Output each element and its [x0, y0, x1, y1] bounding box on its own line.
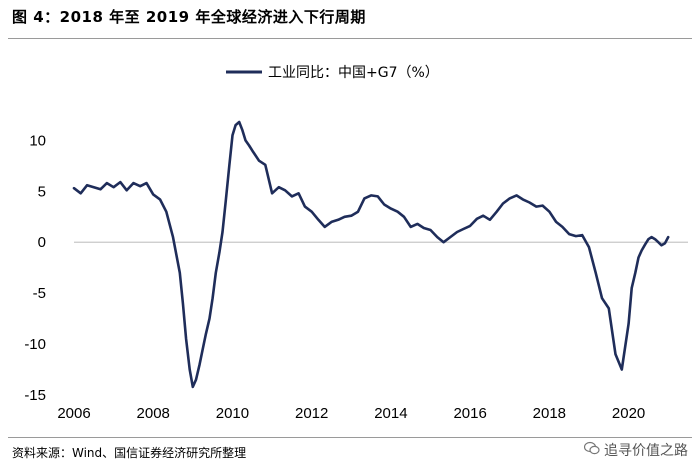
x-tick-label: 2018 — [533, 405, 566, 422]
x-tick-label: 2014 — [374, 405, 407, 422]
footer-divider — [8, 437, 692, 438]
legend: 工业同比：中国+G7（%） — [226, 65, 439, 81]
axes: 10 5 0 -5 -10 -15 2006 2008 2010 2012 2014 2016 2018… — [24, 132, 688, 422]
series-layer — [72, 120, 670, 389]
x-tick-label: 2010 — [216, 405, 249, 422]
y-tick-label: 10 — [29, 132, 46, 149]
x-tick-label: 2012 — [295, 405, 328, 422]
x-tick-label: 2008 — [137, 405, 170, 422]
x-tick-label: 2016 — [453, 405, 486, 422]
source-note: 资料来源：Wind、国信证券经济研究所整理 — [12, 446, 247, 460]
x-tick-label: 2006 — [57, 405, 90, 422]
legend-label: 工业同比：中国+G7（%） — [268, 65, 439, 81]
y-tick-label: 0 — [38, 234, 46, 251]
y-tick-label: 5 — [38, 183, 46, 200]
y-tick-label: -10 — [24, 336, 46, 353]
figure-title: 图 4：2018 年至 2019 年全球经济进入下行周期 — [12, 8, 366, 26]
y-tick-label: -5 — [33, 285, 46, 302]
wechat-icon — [583, 441, 600, 459]
x-tick-label: 2020 — [612, 405, 645, 422]
title-divider — [8, 38, 692, 39]
watermark-text: 追寻价值之路 — [604, 443, 688, 459]
y-tick-label: -15 — [24, 387, 46, 404]
watermark: 追寻价值之路 — [583, 440, 688, 460]
series-line-0 — [72, 120, 670, 389]
line-chart: 工业同比：中国+G7（%） 10 5 0 -5 -10 -15 2006 2008 2010 20… — [24, 65, 688, 422]
